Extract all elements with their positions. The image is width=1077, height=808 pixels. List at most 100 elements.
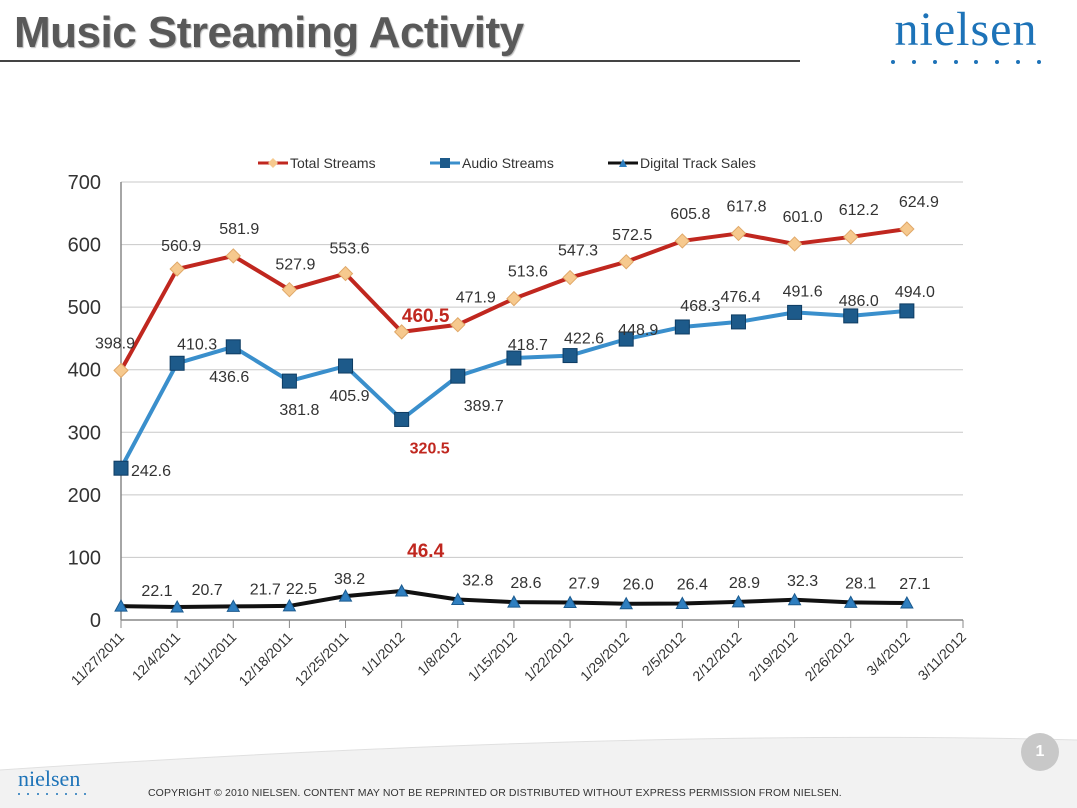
- legend-marker-0: [268, 158, 278, 168]
- title-rule: [0, 60, 800, 62]
- x-tick-label-12: 2/19/2012: [745, 629, 801, 685]
- legend-label-2: Digital Track Sales: [640, 155, 756, 171]
- series-1-label-6: 389.7: [464, 398, 504, 415]
- x-tick-label-4: 12/25/2011: [292, 629, 352, 689]
- legend-label-1: Audio Streams: [462, 155, 554, 171]
- x-tick-label-0: 11/27/2011: [68, 629, 128, 689]
- series-2-point-2: [226, 599, 241, 612]
- series-0-point-9: [618, 254, 634, 270]
- x-tick-label-15: 3/11/2012: [914, 629, 969, 684]
- series-1-label-7: 418.7: [508, 337, 548, 354]
- series-0-label-4: 553.6: [330, 241, 370, 258]
- series-0-label-14: 624.9: [899, 194, 939, 211]
- series-0-label-11: 617.8: [726, 198, 766, 215]
- series-1-label-2: 436.6: [209, 369, 249, 386]
- series-1-label-13: 486.0: [839, 293, 879, 310]
- series-0-label-7: 513.6: [508, 264, 548, 281]
- series-1-point-0: [113, 460, 129, 476]
- series-0-point-13: [843, 229, 859, 245]
- series-2-point-1: [170, 600, 184, 613]
- series-0-point-11: [730, 225, 747, 242]
- series-1-point-9: [618, 331, 634, 347]
- series-0-point-4: [337, 265, 354, 282]
- series-1-label-10: 468.3: [680, 298, 720, 315]
- series-1-point-7: [506, 350, 522, 366]
- footer-logo-dots: [18, 793, 86, 795]
- footer-swoosh: [0, 736, 1077, 808]
- series-2-label-10: 26.4: [677, 576, 708, 593]
- series-1-label-9: 448.9: [618, 322, 658, 339]
- x-tick-label-10: 2/5/2012: [639, 629, 689, 679]
- x-tick-label-14: 3/4/2012: [863, 629, 913, 679]
- series-2-label-7: 28.6: [510, 575, 541, 592]
- series-1-point-13: [843, 308, 859, 324]
- series-0-point-1: [169, 261, 185, 277]
- series-1-label-8: 422.6: [564, 331, 604, 348]
- footer-logo-text: nielsen: [18, 766, 81, 791]
- series-2-label-2: 21.7: [250, 581, 281, 598]
- y-tick-label-200: 200: [68, 485, 101, 507]
- series-2-label-9: 26.0: [623, 577, 654, 594]
- x-tick-label-1: 12/4/2011: [129, 629, 184, 684]
- series-2-label-0: 22.1: [141, 583, 172, 600]
- series-2-label-4: 38.2: [334, 571, 365, 588]
- x-tick-label-3: 12/18/2011: [235, 629, 295, 689]
- series-0-label-1: 560.9: [161, 238, 201, 255]
- copyright-notice: COPYRIGHT © 2010 NIELSEN. CONTENT MAY NO…: [148, 787, 842, 799]
- series-0-label-2: 581.9: [219, 221, 259, 238]
- series-1-label-4: 405.9: [330, 388, 370, 405]
- series-1-point-4: [338, 358, 354, 374]
- legend-label-0: Total Streams: [290, 155, 376, 171]
- y-tick-label-400: 400: [68, 360, 101, 382]
- series-line-1: [119, 308, 908, 470]
- series-1-point-8: [562, 348, 578, 364]
- series-1-label-11: 476.4: [720, 289, 760, 306]
- series-0-point-14: [899, 221, 915, 237]
- series-1-label-5: 320.5: [410, 440, 450, 457]
- series-0-label-3: 527.9: [275, 257, 315, 274]
- series-0-point-8: [562, 269, 578, 286]
- y-tick-label-100: 100: [68, 547, 101, 569]
- series-1-point-6: [450, 368, 466, 384]
- series-2-label-13: 28.1: [845, 575, 876, 592]
- series-2-point-4: [338, 589, 353, 602]
- series-0-label-12: 601.0: [783, 209, 823, 226]
- x-tick-label-7: 1/15/2012: [465, 629, 521, 685]
- x-tick-label-2: 12/11/2011: [180, 629, 240, 689]
- series-2-label-3: 22.5: [286, 581, 317, 598]
- y-tick-label-700: 700: [68, 172, 101, 194]
- series-0-label-10: 605.8: [670, 206, 710, 223]
- series-0-point-7: [506, 290, 522, 307]
- series-2-label-6: 32.8: [462, 572, 493, 589]
- logo-text: nielsen: [894, 3, 1038, 56]
- series-1-label-3: 381.8: [279, 402, 319, 419]
- footer-nielsen-logo: nielsen: [18, 768, 86, 795]
- series-2-point-0: [114, 599, 128, 612]
- y-tick-label-0: 0: [90, 610, 101, 632]
- series-2-point-8: [563, 595, 577, 609]
- series-1-point-14: [899, 303, 915, 319]
- series-0-point-0: [113, 362, 129, 379]
- series-1-point-5: [394, 411, 410, 427]
- series-2-point-10: [675, 596, 690, 609]
- series-2-point-7: [507, 595, 521, 608]
- logo-dots: [891, 60, 1041, 64]
- series-2-label-11: 28.9: [729, 575, 760, 592]
- series-1-label-1: 410.3: [177, 336, 217, 353]
- series-1-label-12: 491.6: [783, 283, 823, 300]
- series-0-point-2: [225, 248, 241, 264]
- series-2-point-3: [282, 598, 297, 612]
- series-1-point-1: [169, 355, 185, 371]
- series-0-point-5: [393, 324, 410, 340]
- series-0-point-3: [281, 281, 298, 298]
- series-2-point-11: [731, 594, 746, 608]
- series-0-point-10: [674, 233, 691, 249]
- series-2-point-9: [619, 596, 634, 610]
- page-number-badge: 1: [1021, 733, 1059, 771]
- x-tick-label-5: 1/1/2012: [358, 629, 408, 679]
- slide-title: Music Streaming Activity: [14, 8, 524, 57]
- series-2-label-8: 27.9: [568, 576, 599, 593]
- series-2-point-14: [900, 595, 914, 609]
- series-1-point-3: [281, 373, 297, 389]
- series-2-point-13: [843, 595, 858, 608]
